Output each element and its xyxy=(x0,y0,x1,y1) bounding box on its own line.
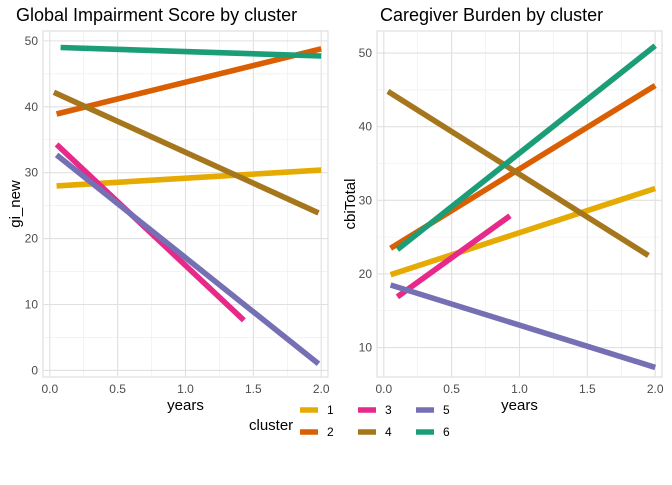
x-axis-label: years xyxy=(501,397,538,414)
grid xyxy=(43,31,328,377)
series-line-cluster-5 xyxy=(54,152,321,366)
y-tick-label: 0 xyxy=(31,363,38,377)
series-line-cluster-4 xyxy=(386,89,650,258)
y-tick-label: 20 xyxy=(25,232,39,246)
y-tick-label: 10 xyxy=(25,298,39,312)
series-group xyxy=(386,43,657,371)
legend-label: 4 xyxy=(385,425,392,439)
legend-item-cluster-4: 4 xyxy=(358,425,392,439)
panel-global-impairment: 0.0 0.5 1.0 1.5 2.0 0 10 20 30 40 50 Global Impairm… xyxy=(7,5,330,414)
y-tick-label: 40 xyxy=(25,100,39,114)
series-line-cluster-4 xyxy=(52,89,320,216)
tick-labels: 0.0 0.5 1.0 1.5 2.0 0 10 20 30 40 50 xyxy=(25,34,330,396)
y-tick-label: 40 xyxy=(359,120,373,134)
chart-title: Global Impairment Score by cluster xyxy=(16,5,297,25)
y-tick-label: 50 xyxy=(25,34,39,48)
legend-label: 5 xyxy=(443,403,450,417)
series-line-cluster-2 xyxy=(55,46,322,117)
x-tick-label: 1.0 xyxy=(177,382,194,396)
legend-item-cluster-5: 5 xyxy=(416,403,450,417)
series-group xyxy=(52,44,322,366)
y-tick-label: 50 xyxy=(359,46,373,60)
x-tick-label: 0.0 xyxy=(41,382,58,396)
legend-label: 6 xyxy=(443,425,450,439)
series-line-cluster-6 xyxy=(395,43,657,252)
x-tick-label: 1.5 xyxy=(579,382,596,396)
series-line-cluster-1 xyxy=(389,185,657,278)
legend: cluster 1 2 3 4 5 6 xyxy=(249,403,450,439)
legend-label: 1 xyxy=(327,403,334,417)
legend-title: cluster xyxy=(249,417,293,434)
series-line-cluster-5 xyxy=(389,282,657,371)
y-axis-label: gi_new xyxy=(7,180,24,228)
x-axis-label: years xyxy=(167,397,204,414)
x-tick-label: 0.5 xyxy=(109,382,126,396)
legend-item-cluster-1: 1 xyxy=(300,403,334,417)
legend-label: 2 xyxy=(327,425,334,439)
panel-caregiver-burden: 0.0 0.5 1.0 1.5 2.0 10 20 30 40 50 Caregiver Burde… xyxy=(342,5,664,414)
x-tick-label: 2.0 xyxy=(313,382,330,396)
y-axis-label: cbiTotal xyxy=(342,179,359,230)
y-tick-label: 30 xyxy=(359,193,373,207)
tick-labels: 0.0 0.5 1.0 1.5 2.0 10 20 30 40 50 xyxy=(359,46,664,396)
chart-title: Caregiver Burden by cluster xyxy=(380,5,603,25)
x-tick-label: 1.0 xyxy=(511,382,528,396)
legend-item-cluster-2: 2 xyxy=(300,425,334,439)
x-tick-label: 0.5 xyxy=(443,382,460,396)
legend-item-cluster-6: 6 xyxy=(416,425,450,439)
y-tick-label: 30 xyxy=(25,166,39,180)
x-tick-label: 1.5 xyxy=(245,382,262,396)
series-line-cluster-3 xyxy=(395,213,512,300)
y-tick-label: 20 xyxy=(359,267,373,281)
x-tick-label: 2.0 xyxy=(647,382,664,396)
legend-items: 1 2 3 4 5 6 xyxy=(300,403,450,439)
y-tick-label: 10 xyxy=(359,341,373,355)
legend-label: 3 xyxy=(385,403,392,417)
legend-item-cluster-3: 3 xyxy=(358,403,392,417)
series-line-cluster-6 xyxy=(60,44,322,59)
x-tick-label: 0.0 xyxy=(375,382,392,396)
